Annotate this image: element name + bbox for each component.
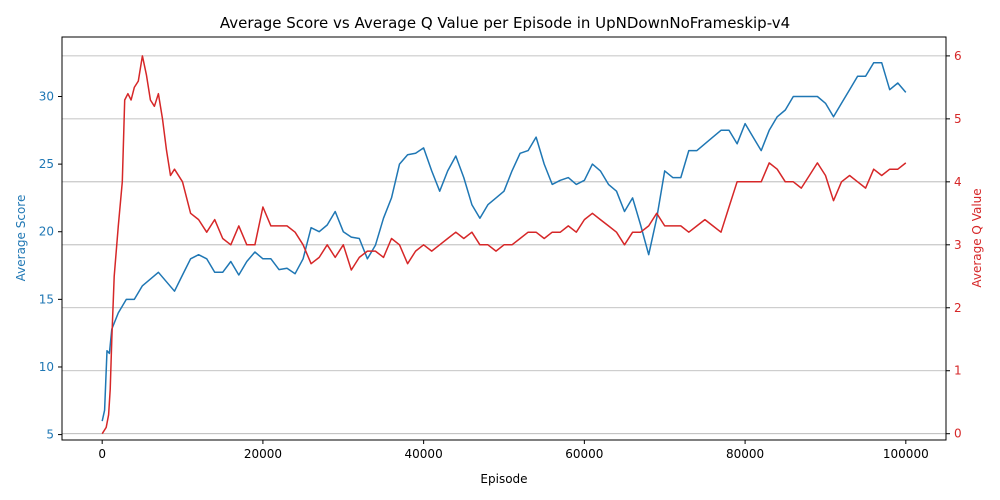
chart-title: Average Score vs Average Q Value per Epi…	[220, 14, 790, 32]
x-tick-label: 40000	[405, 447, 443, 461]
x-axis-label: Episode	[480, 472, 527, 486]
x-tick-label: 80000	[726, 447, 764, 461]
left-tick-label: 30	[39, 90, 54, 104]
left-axis-ticks: 5 10 15 20 25 30	[39, 90, 62, 442]
right-axis-ticks: 0 1 2 3 4 5 6	[946, 49, 962, 441]
left-tick-label: 15	[39, 292, 54, 306]
x-tick-label: 0	[98, 447, 106, 461]
right-tick-label: 2	[954, 301, 962, 315]
right-tick-label: 1	[954, 364, 962, 378]
left-tick-label: 5	[46, 428, 54, 442]
right-tick-label: 0	[954, 427, 962, 441]
plot-frame	[61, 36, 947, 441]
grid-lines	[62, 55, 946, 435]
left-axis-label: Average Score	[14, 195, 28, 282]
right-tick-label: 5	[954, 112, 962, 126]
right-axis-label: Average Q Value	[970, 188, 984, 287]
average-score-line	[101, 61, 907, 422]
series-layer	[101, 55, 907, 435]
right-tick-label: 3	[954, 238, 962, 252]
left-tick-label: 10	[39, 360, 54, 374]
left-tick-label: 20	[39, 225, 54, 239]
x-axis-ticks: 0 20000 40000 60000 80000 100000	[98, 440, 929, 461]
average-q-value-line	[101, 55, 907, 435]
right-tick-label: 6	[954, 49, 962, 63]
x-tick-label: 20000	[244, 447, 282, 461]
right-tick-label: 4	[954, 175, 962, 189]
left-tick-label: 25	[39, 157, 54, 171]
x-tick-label: 60000	[565, 447, 603, 461]
x-tick-label: 100000	[883, 447, 929, 461]
